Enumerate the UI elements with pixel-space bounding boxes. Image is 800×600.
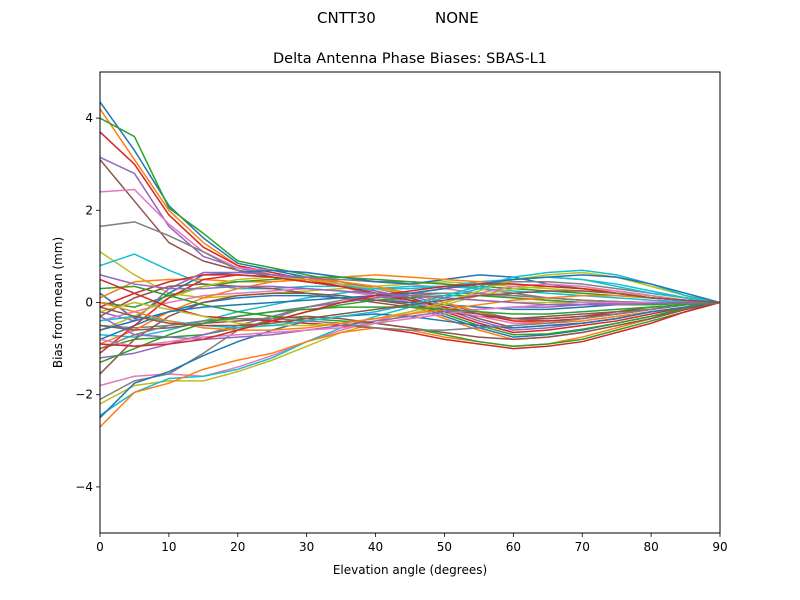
series-line-42 (100, 294, 720, 331)
series-line-38 (100, 301, 720, 350)
suptitle-antenna: CNTT30 (317, 9, 376, 27)
chart-title: Delta Antenna Phase Biases: SBAS-L1 (273, 51, 547, 67)
x-tick-label: 0 (96, 540, 104, 554)
y-tick-label: 4 (85, 111, 93, 125)
series-line-41 (100, 274, 720, 331)
series-line-43 (100, 301, 720, 364)
series-line-45 (100, 274, 720, 306)
y-tick-label: 2 (85, 203, 93, 217)
x-tick-label: 40 (368, 540, 383, 554)
series-line-31 (100, 301, 720, 419)
x-tick-label: 30 (299, 540, 314, 554)
x-tick-label: 10 (161, 540, 176, 554)
series-line-37 (100, 301, 720, 348)
x-tick-label: 80 (643, 540, 658, 554)
series-line-46 (100, 290, 720, 327)
x-tick-label: 70 (575, 540, 590, 554)
y-tick-label: 0 (85, 296, 93, 310)
y-axis-ticks: −4 −2 0 2 4 (75, 111, 100, 494)
y-tick-label: −2 (75, 388, 93, 402)
y-axis-label: Bias from mean (mm) (51, 237, 65, 368)
suptitle-radome: NONE (435, 9, 479, 27)
x-tick-label: 90 (712, 540, 727, 554)
x-axis-label: Elevation angle (degrees) (333, 563, 487, 577)
y-tick-label: −4 (75, 480, 93, 494)
x-tick-label: 20 (230, 540, 245, 554)
x-tick-label: 50 (437, 540, 452, 554)
x-axis-ticks: 0 10 20 30 40 50 60 70 80 90 (96, 533, 728, 554)
x-tick-label: 60 (506, 540, 521, 554)
series-lines (100, 101, 720, 428)
